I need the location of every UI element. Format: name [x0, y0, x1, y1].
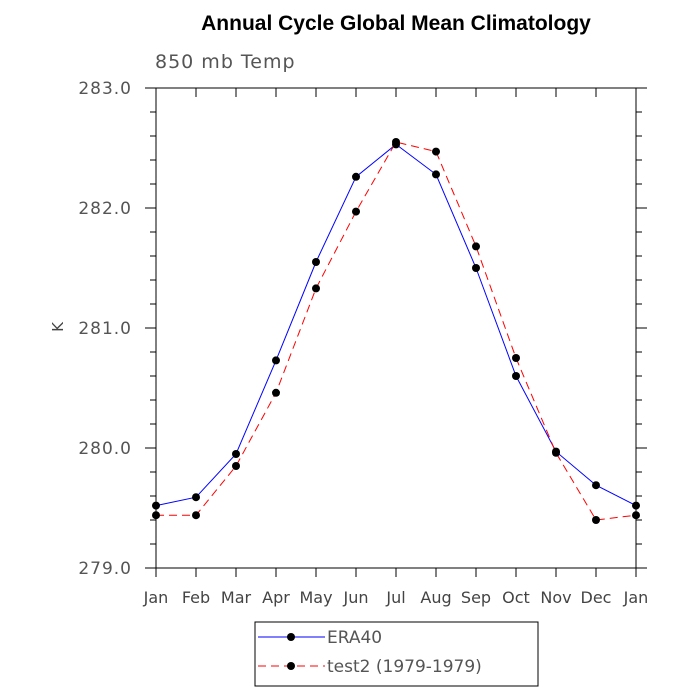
- data-point-1: [232, 462, 240, 470]
- data-point-1: [512, 354, 520, 362]
- data-point-0: [592, 481, 600, 490]
- x-tick-label: Mar: [221, 588, 252, 607]
- y-tick-label: 279.0: [78, 559, 132, 579]
- x-tick-label: Dec: [581, 588, 612, 607]
- data-point-1: [152, 511, 160, 520]
- x-tick-labels: Jan Feb Mar Apr May Jun Jul Aug Sep Oct Nov Dec Jan: [143, 588, 649, 607]
- x-tick-label: Nov: [540, 588, 571, 607]
- x-tick-label: Apr: [262, 588, 290, 607]
- x-tick-label: Jun: [343, 588, 369, 607]
- data-point-0: [192, 493, 200, 502]
- data-point-1: [432, 147, 440, 156]
- data-point-1: [392, 138, 400, 146]
- series-group: [152, 138, 640, 524]
- x-tick-label: May: [299, 588, 332, 607]
- x-tick-label: Aug: [420, 588, 451, 607]
- data-point-1: [312, 284, 320, 293]
- data-point-0: [232, 450, 240, 458]
- data-point-0: [632, 501, 640, 510]
- chart-subtitle: 850 mb Temp: [155, 51, 296, 73]
- data-point-1: [472, 242, 480, 251]
- plot-frame: [155, 87, 637, 569]
- x-tick-label: Feb: [182, 588, 210, 607]
- data-point-0: [512, 372, 520, 380]
- data-point-1: [352, 207, 360, 216]
- data-point-1: [632, 511, 640, 520]
- legend-era40-marker: [287, 633, 295, 641]
- legend-box: [254, 621, 539, 687]
- y-tick-label: 282.0: [78, 199, 132, 219]
- axis-ticks: [145, 87, 647, 577]
- y-tick-labels: 279.0 280.0 281.0 282.0 283.0: [78, 79, 132, 579]
- data-point-0: [472, 264, 480, 272]
- x-tick-label: Jul: [385, 588, 405, 607]
- chart-title: Annual Cycle Global Mean Climatology: [201, 12, 591, 35]
- x-tick-label: Sep: [461, 588, 491, 607]
- data-point-0: [312, 258, 320, 266]
- data-point-1: [192, 511, 200, 520]
- y-axis-label: K: [49, 321, 67, 332]
- legend: ERA40 test2 (1979-1979): [254, 621, 539, 687]
- series-line-0: [155, 143, 637, 507]
- data-point-0: [352, 172, 360, 181]
- data-point-1: [272, 388, 280, 397]
- y-tick-label: 283.0: [78, 79, 132, 99]
- x-tick-label: Oct: [502, 588, 530, 607]
- data-point-0: [152, 501, 160, 510]
- x-tick-label: Jan: [143, 588, 169, 607]
- legend-era40-label: ERA40: [327, 628, 382, 648]
- data-point-0: [272, 356, 280, 365]
- y-tick-label: 280.0: [78, 439, 132, 459]
- data-point-1: [592, 516, 600, 524]
- data-point-1: [552, 448, 560, 457]
- legend-test2-label: test2 (1979-1979): [327, 657, 482, 677]
- x-tick-label: Jan: [623, 588, 649, 607]
- y-tick-label: 281.0: [78, 319, 132, 339]
- legend-test2-marker: [287, 662, 295, 670]
- data-point-0: [432, 170, 440, 179]
